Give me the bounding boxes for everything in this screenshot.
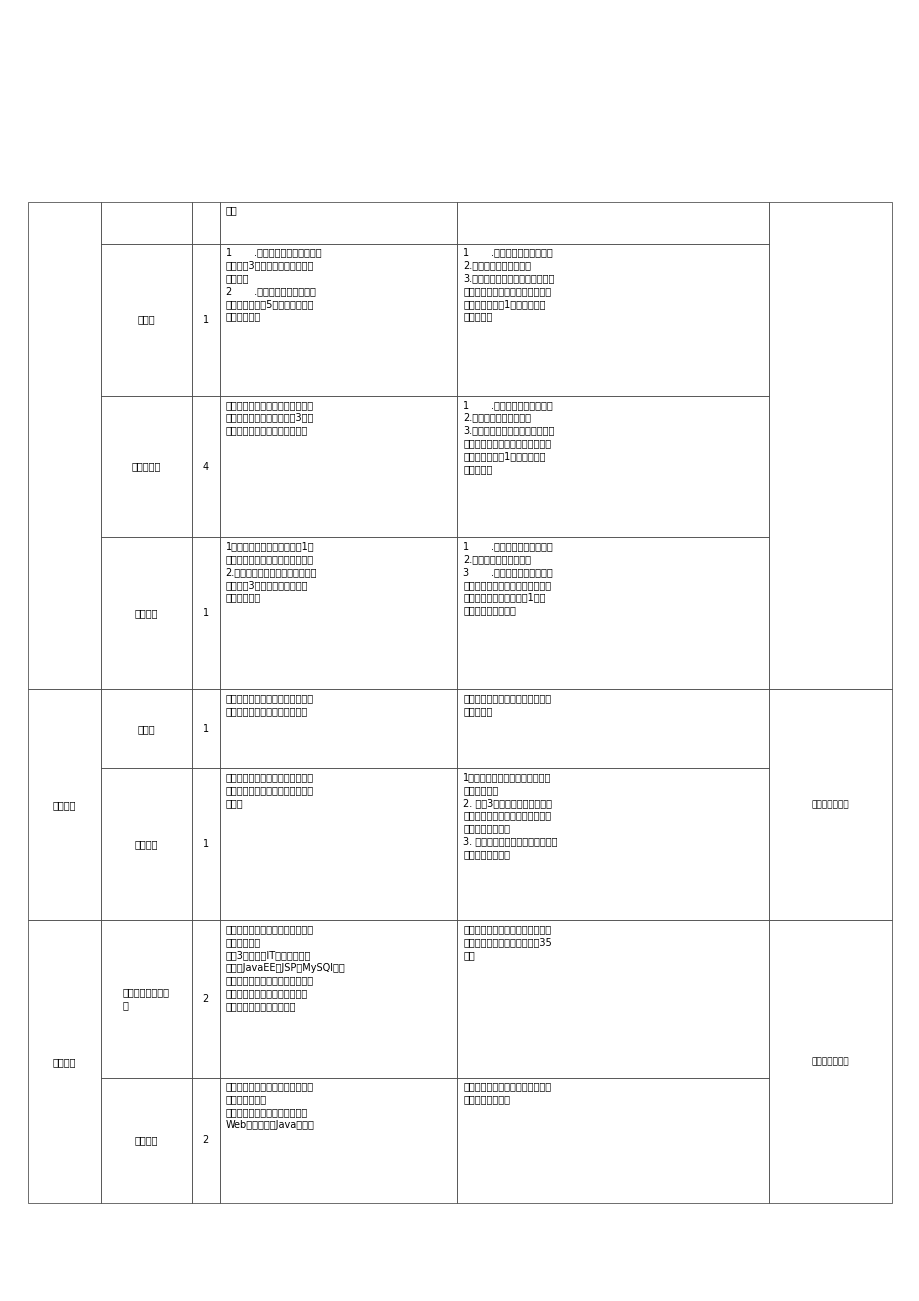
Bar [220,768,457,920]
Bar [101,537,192,690]
Bar [220,396,457,537]
Bar [101,690,192,768]
Text: 经济与金融、金融学、经济学、经
济统计学或相近专业，具备3年及
以上经济金融从业经历者优先。: 经济与金融、金融学、经济学、经 济统计学或相近专业，具备3年及 以上经济金融从业… [225,399,313,436]
Bar [28,920,101,1203]
Text: 博士、研究生学历或具有全日制本
科高校讲师职称、年龄不超过35
岁。: 博士、研究生学历或具有全日制本 科高校讲师职称、年龄不超过35 岁。 [463,924,551,960]
Bar [192,243,220,396]
Text: 保险学: 保险学 [138,315,155,325]
Bar [192,396,220,537]
Bar [220,243,457,396]
Bar [457,690,768,768]
Text: 数字经济: 数字经济 [134,839,158,850]
Text: 1: 1 [202,723,209,734]
Bar [768,920,891,1203]
Bar [101,396,192,537]
Bar [101,243,192,396]
Bar [28,202,101,690]
Text: 经济学、计算机科学、数据科学、
机器学习、统计和管理科学等相关
专业。: 经济学、计算机科学、数据科学、 机器学习、统计和管理科学等相关 专业。 [225,771,313,808]
Text: 博士、研究生学历或具有全日制本
科高校讲师职称。: 博士、研究生学历或具有全日制本 科高校讲师职称。 [463,1081,550,1105]
Text: 先。: 先。 [225,206,237,216]
Bar [192,768,220,920]
Bar [101,1077,192,1203]
Bar [192,690,220,768]
Text: 1       .具有博士学位者优先；
2.具有高级职称者优先；
3.全日制硕士研究生及以上学历，
应具备一定学术基础，原则上应发
表核心期刊论文1篇或同等学术: 1 .具有博士学位者优先； 2.具有高级职称者优先； 3.全日制硕士研究生及以上… [463,247,554,321]
Text: 经济学院: 经济学院 [52,800,76,809]
Text: 1: 1 [202,315,209,325]
Bar [101,768,192,920]
Text: 1信用管理或相近专业，具备1年
及以上信用管理从业经历者优先；
2.除信用管理外的金融学类专业，
同时具备3年及以上信用管理行
业从业经历。: 1信用管理或相近专业，具备1年 及以上信用管理从业经历者优先； 2.除信用管理外… [225,541,317,602]
Bar [457,243,768,396]
Bar [220,537,457,690]
Bar [768,690,891,920]
Bar [457,768,768,920]
Bar [220,1077,457,1203]
Bar [101,202,192,243]
Text: 软件学院: 软件学院 [52,1056,76,1067]
Bar [457,396,768,537]
Text: 2: 2 [202,1136,209,1145]
Text: 4: 4 [202,462,209,471]
Text: 信息管理与信息系
统: 信息管理与信息系 统 [123,987,170,1011]
Bar [192,202,220,243]
Bar [457,537,768,690]
Bar [220,202,457,243]
Bar [457,1077,768,1203]
Bar [457,202,768,243]
Text: 经济学: 经济学 [138,723,155,734]
Text: 计算机类、软件工程类、管理科学
与工程类专业
具有3年及以上IT行业经验，熟
练掌握JavaEE、JSP、MySQl等相
关信息系统开发技术，有业界普遍
认可的: 计算机类、软件工程类、管理科学 与工程类专业 具有3年及以上IT行业经验，熟 练… [225,924,345,1011]
Text: 李院长；邮箱：: 李院长；邮箱： [811,800,848,809]
Bar [220,920,457,1077]
Bar [101,920,192,1077]
Bar [220,690,457,768]
Text: 夏院长；邮箱：: 夏院长；邮箱： [811,1058,848,1067]
Bar [192,537,220,690]
Text: 1: 1 [202,609,209,618]
Bar [457,920,768,1077]
Bar [768,202,891,690]
Bar [28,690,101,920]
Bar [192,920,220,1077]
Text: 信用管理: 信用管理 [134,609,158,618]
Bar [192,1077,220,1203]
Text: 软件工程、计算机科学与技术等计
算机类相关专业
熟悉软件开发全过程，熟练掌握
Web前端开发、Java语言，: 软件工程、计算机科学与技术等计 算机类相关专业 熟悉软件开发全过程，熟练掌握 W… [225,1081,314,1131]
Text: 2: 2 [202,994,209,1004]
Text: 具有博士学位，教授、副教授职称
优先录用；: 具有博士学位，教授、副教授职称 优先录用； [463,693,550,717]
Text: 1: 1 [202,839,209,850]
Text: 1       .保险学、精算学或相近专
业，具备3年及以上保险从业经历
者优先；
2       .除保险学外的金融学类
专业，同时具备5年及以上保险行
业从: 1 .保险学、精算学或相近专 业，具备3年及以上保险从业经历 者优先； 2 .除… [225,247,321,321]
Text: 1       .具有博士学位者优先；
2.具有高级职称者优先；
3.全日制硕士研究生及以上学历，
应具备一定学术基础，原则上应发
表核心期刊论文1篇或同等学术: 1 .具有博士学位者优先； 2.具有高级职称者优先； 3.全日制硕士研究生及以上… [463,399,554,474]
Text: 1具有博士学位，教授、副教授职
称优先录用；
2. 具有3年及以上信息技术等行
业经验，且具有行业中级及以上职
称人员优先录用；
3. 优秀硕士毕业生，且必须有: 1具有博士学位，教授、副教授职 称优先录用； 2. 具有3年及以上信息技术等行 … [463,771,557,859]
Text: 1       .具有博士学位者优先；
2.具有高级职称者优先；
3       .全日制硕士研究生及以
上学历，应具备一定学术基础，原
则上应发表核心期刊论文: 1 .具有博士学位者优先； 2.具有高级职称者优先； 3 .全日制硕士研究生及以… [463,541,552,615]
Text: 经济学类专业。学术研究方向稳定
科研成果扎实且有代表性成果。: 经济学类专业。学术研究方向稳定 科研成果扎实且有代表性成果。 [225,693,313,717]
Text: 经济与金融: 经济与金融 [131,462,161,471]
Text: 软件工程: 软件工程 [134,1136,158,1145]
